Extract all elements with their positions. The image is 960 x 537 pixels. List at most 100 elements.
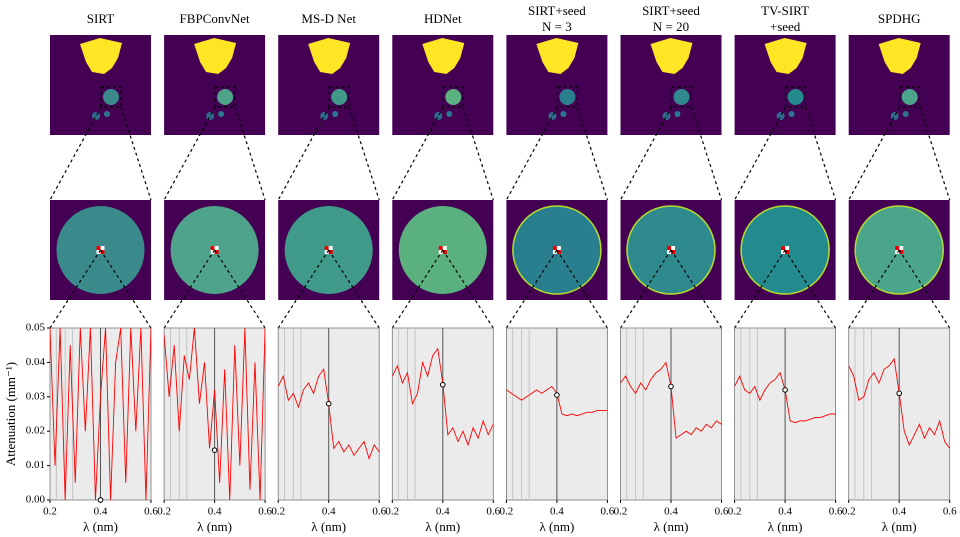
top-disc-small — [434, 112, 443, 120]
x-axis-label: λ (nm) — [768, 519, 803, 534]
top-blob — [80, 38, 122, 74]
top-disc-small — [776, 112, 785, 120]
top-blob — [878, 38, 921, 74]
probe-marker — [442, 246, 447, 250]
edge-point — [97, 497, 104, 503]
x-tick-label: 0.2 — [43, 506, 57, 518]
zoom-connector — [919, 106, 951, 201]
zoom-box — [670, 86, 693, 108]
x-tick-label: 0.6 — [144, 506, 158, 518]
top-disc-small — [92, 112, 100, 120]
x-tick-label: 0.2 — [728, 506, 742, 518]
zoom-box — [899, 86, 921, 108]
x-axis-label: λ (nm) — [539, 519, 574, 534]
zoom-box — [442, 86, 464, 108]
top-disc-small — [890, 112, 899, 120]
top-blob — [764, 38, 807, 74]
probe-marker — [552, 246, 557, 250]
zoom-box — [214, 86, 236, 108]
x-tick-label: 0.2 — [842, 506, 856, 518]
probe-marker — [328, 246, 333, 250]
y-tick-label: 0.00 — [26, 494, 46, 506]
probe-marker — [214, 246, 219, 250]
top-disc-small — [662, 112, 671, 120]
x-tick-label: 0.4 — [664, 506, 678, 518]
top-disc-small — [104, 111, 110, 117]
top-disc-small — [902, 111, 909, 117]
x-tick-label: 0.6 — [372, 506, 386, 518]
probe-marker — [438, 246, 443, 250]
top-disc — [787, 89, 804, 105]
top-blob — [308, 38, 351, 74]
x-tick-label: 0.4 — [322, 506, 336, 518]
zoom-connector — [120, 106, 152, 201]
probe-marker — [899, 246, 904, 250]
x-tick-label: 0.2 — [157, 506, 171, 518]
top-disc — [673, 89, 690, 105]
panel-title: N = 20 — [653, 19, 689, 34]
x-tick-label: 0.4 — [94, 506, 108, 518]
probe-marker — [556, 246, 561, 250]
x-tick-label: 0.6 — [486, 506, 500, 518]
edge-point — [554, 392, 560, 398]
probe-marker — [667, 246, 671, 250]
top-disc — [331, 89, 348, 105]
top-disc-small — [206, 112, 215, 120]
top-disc — [217, 89, 234, 105]
probe-marker — [210, 246, 215, 250]
probe-marker — [671, 246, 675, 250]
zoom-box — [784, 86, 807, 108]
top-disc-small — [446, 111, 453, 117]
top-blob — [194, 38, 237, 74]
x-tick-label: 0.6 — [258, 506, 272, 518]
zoom-connector — [805, 106, 837, 201]
x-axis-label: λ (nm) — [311, 519, 346, 534]
probe-marker — [781, 246, 786, 250]
x-axis-label: λ (nm) — [197, 519, 232, 534]
edge-point — [896, 390, 903, 397]
probe-marker — [785, 246, 790, 250]
y-tick-label: 0.05 — [26, 322, 46, 334]
y-tick-label: 0.02 — [26, 425, 45, 437]
top-disc — [901, 89, 918, 105]
x-axis-label: λ (nm) — [654, 519, 689, 534]
panel-title: SPDHG — [878, 11, 921, 26]
panel-title: SIRT — [87, 11, 114, 26]
edge-point — [325, 400, 332, 407]
top-blob — [650, 38, 693, 74]
zoom-box — [100, 86, 122, 108]
data-line — [50, 328, 151, 500]
probe-marker — [895, 246, 900, 250]
zoom-connector — [576, 106, 608, 201]
x-tick-label: 0.4 — [892, 506, 906, 518]
probe-marker — [96, 246, 101, 250]
edge-point — [440, 381, 446, 388]
top-disc-small — [674, 111, 681, 117]
panel-title: N = 3 — [542, 19, 572, 34]
x-tick-label: 0.6 — [715, 506, 729, 518]
panel-title: SIRT+seed — [642, 3, 700, 18]
data-line — [164, 328, 266, 500]
top-disc-small — [218, 111, 225, 117]
panel-title: TV-SIRT — [761, 3, 809, 18]
top-disc-small — [788, 111, 795, 117]
top-disc-small — [320, 112, 329, 120]
panel-title: +seed — [770, 19, 801, 34]
top-blob — [422, 38, 465, 74]
probe-marker — [324, 246, 329, 250]
top-blob — [536, 38, 579, 74]
panel-title: HDNet — [424, 11, 462, 26]
x-tick-label: 0.2 — [500, 506, 514, 518]
y-tick-label: 0.03 — [26, 390, 46, 402]
top-disc — [445, 89, 462, 105]
panel-title: FBPConvNet — [180, 11, 250, 26]
edge-point — [668, 383, 674, 390]
x-tick-label: 0.6 — [943, 506, 957, 518]
x-tick-label: 0.2 — [614, 506, 628, 518]
probe-marker — [100, 246, 105, 250]
top-disc-small — [332, 111, 339, 117]
top-disc-small — [548, 112, 557, 120]
top-disc — [559, 89, 576, 105]
zoom-box — [328, 86, 350, 108]
